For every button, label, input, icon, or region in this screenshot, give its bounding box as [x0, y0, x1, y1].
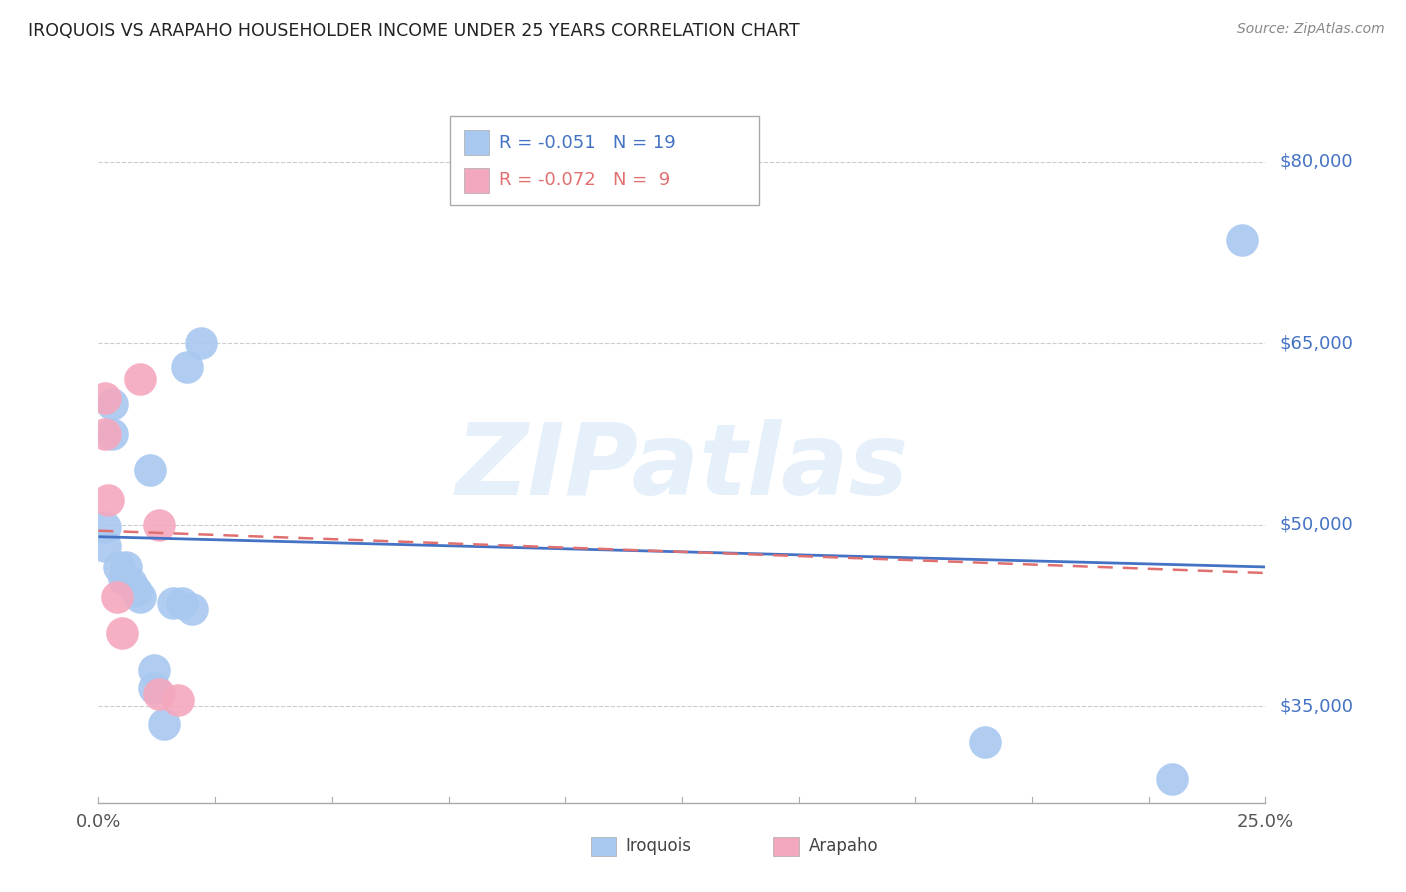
- Text: Iroquois: Iroquois: [626, 837, 692, 855]
- Point: [166, 693, 188, 707]
- Point: [120, 575, 142, 590]
- Point: [143, 681, 166, 695]
- Point: [172, 596, 194, 610]
- Point: [97, 493, 120, 508]
- Point: [94, 520, 117, 534]
- Text: $35,000: $35,000: [1279, 697, 1354, 715]
- Point: [148, 517, 170, 532]
- Point: [112, 572, 135, 586]
- Point: [176, 360, 198, 375]
- Point: [125, 584, 148, 599]
- Point: [94, 540, 117, 554]
- Text: R = -0.051   N = 19: R = -0.051 N = 19: [499, 134, 676, 152]
- Point: [129, 372, 152, 386]
- Text: $65,000: $65,000: [1279, 334, 1353, 352]
- Point: [139, 463, 162, 477]
- Point: [115, 560, 138, 574]
- Point: [105, 590, 128, 604]
- Point: [1161, 772, 1184, 786]
- Point: [94, 426, 117, 441]
- Text: R = -0.072   N =  9: R = -0.072 N = 9: [499, 171, 671, 189]
- Text: $80,000: $80,000: [1279, 153, 1353, 170]
- Point: [974, 735, 997, 749]
- Text: Source: ZipAtlas.com: Source: ZipAtlas.com: [1237, 22, 1385, 37]
- Point: [108, 560, 131, 574]
- Point: [111, 626, 134, 640]
- Point: [1230, 233, 1253, 247]
- Text: $50,000: $50,000: [1279, 516, 1353, 533]
- Point: [94, 391, 117, 405]
- Point: [143, 663, 166, 677]
- Point: [101, 397, 124, 411]
- Point: [101, 426, 124, 441]
- Point: [180, 602, 202, 616]
- Point: [190, 336, 212, 351]
- Point: [148, 687, 170, 701]
- Text: ZIPatlas: ZIPatlas: [456, 419, 908, 516]
- Text: Arapaho: Arapaho: [808, 837, 879, 855]
- Text: IROQUOIS VS ARAPAHO HOUSEHOLDER INCOME UNDER 25 YEARS CORRELATION CHART: IROQUOIS VS ARAPAHO HOUSEHOLDER INCOME U…: [28, 22, 800, 40]
- Point: [162, 596, 184, 610]
- Point: [129, 590, 152, 604]
- Point: [152, 717, 174, 731]
